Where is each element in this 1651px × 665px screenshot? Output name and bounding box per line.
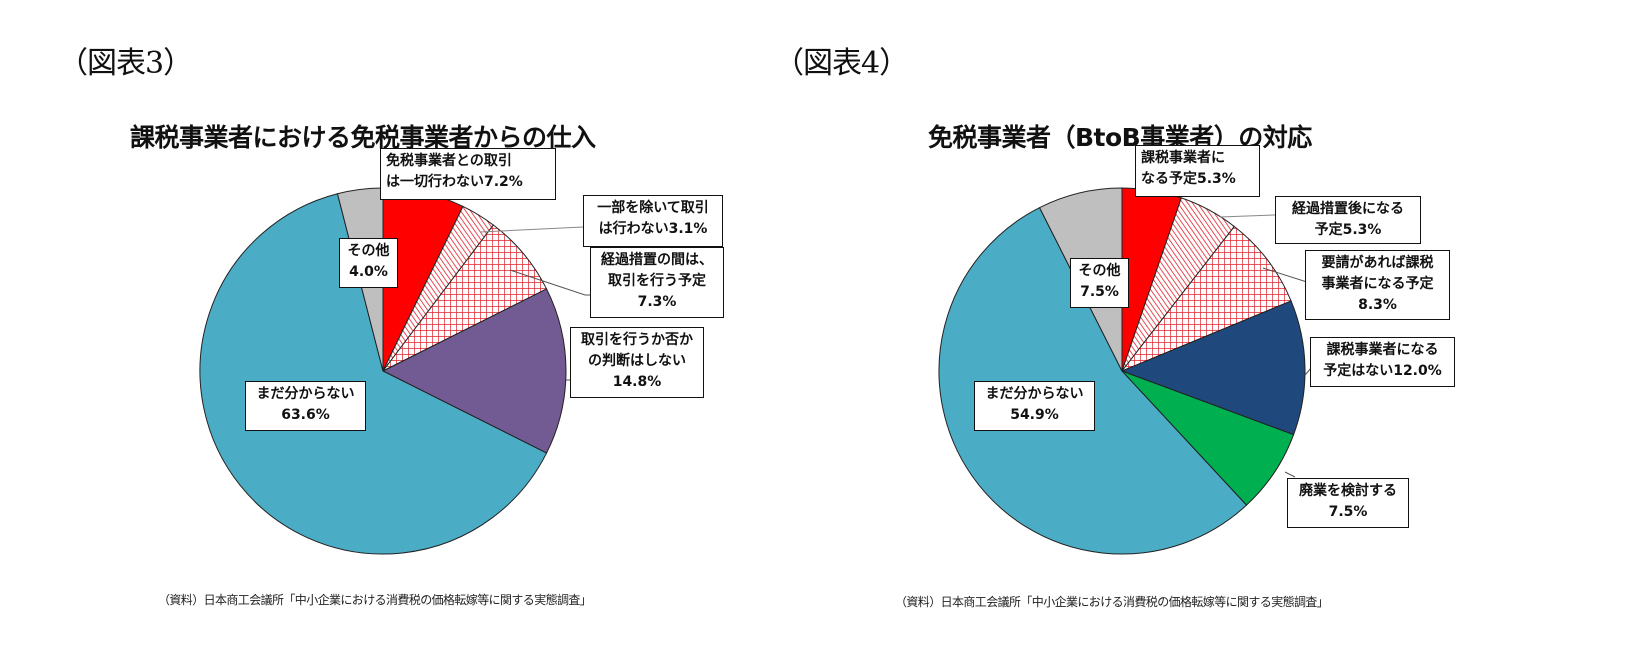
figure-4-label: （図表4） [774, 46, 909, 81]
pie-chart-1 [199, 187, 600, 555]
label-text: 取引を行う予定 [608, 273, 706, 289]
label-text: まだ分からない [985, 386, 1084, 402]
label-text: 課税事業者に [1141, 150, 1225, 166]
label-value: 4.0% [349, 264, 388, 280]
label-value: 予定はない12.0% [1323, 363, 1442, 379]
label-value: 7.5% [1328, 504, 1368, 520]
label-text: 要請があれば課税 [1321, 255, 1434, 271]
chart-2-source: （資料）日本商工会議所「中小企業における消費税の価格転嫁等に関する実態調査」 [895, 595, 1329, 609]
label-text: その他 [1078, 263, 1121, 279]
label-partial-exclusion: 一部を除いて取引 は行わない3.1% [583, 195, 723, 247]
label-no-plan: 課税事業者になる 予定はない12.0% [1310, 337, 1455, 387]
label-text: の判断はしない [588, 353, 686, 369]
label-value: 7.5% [1080, 284, 1119, 300]
label-value: 63.6% [281, 407, 330, 423]
label-no-transactions: 免税事業者との取引 は一切行わない7.2% [380, 148, 556, 200]
label-unknown: まだ分からない 63.6% [245, 381, 366, 431]
label-value: は一切行わない7.2% [386, 174, 523, 190]
label-closure: 廃業を検討する 7.5% [1287, 478, 1409, 528]
label-value: 14.8% [612, 374, 662, 390]
label-unknown: まだ分からない 54.9% [974, 381, 1095, 431]
pie-slice [1120, 300, 1306, 436]
pie-chart-2 [938, 187, 1315, 555]
pie-slice [938, 206, 1248, 555]
pie-slice [1120, 225, 1292, 373]
label-value: 予定5.3% [1314, 222, 1382, 238]
label-become-taxable: 課税事業者に なる予定5.3% [1135, 145, 1260, 197]
label-text: 経過措置後になる [1292, 201, 1404, 217]
label-text: その他 [347, 243, 390, 259]
chart-1-title: 課税事業者における免税事業者からの仕入 [130, 123, 596, 152]
label-no-decision: 取引を行うか否か の判断はしない 14.8% [570, 327, 704, 398]
label-after-transition: 経過措置後になる 予定5.3% [1275, 196, 1421, 244]
pie-slice [381, 288, 567, 454]
label-if-requested: 要請があれば課税 事業者になる予定 8.3% [1305, 250, 1450, 320]
chart-1-source: （資料）日本商工会議所「中小企業における消費税の価格転嫁等に関する実態調査」 [158, 593, 592, 607]
label-value: 7.3% [637, 294, 677, 310]
label-text: 廃業を検討する [1299, 483, 1397, 499]
label-text: 経過措置の間は、 [601, 252, 713, 268]
label-other: その他 7.5% [1070, 258, 1129, 308]
label-text: 取引を行うか否か [581, 332, 693, 348]
label-text: 事業者になる予定 [1321, 276, 1434, 292]
label-text: 一部を除いて取引 [597, 200, 709, 216]
label-transition-period: 経過措置の間は、 取引を行う予定 7.3% [590, 247, 724, 318]
label-value: 54.9% [1010, 407, 1059, 423]
figure-3-label: （図表3） [58, 46, 193, 81]
pie-slice [199, 193, 548, 555]
label-text: まだ分からない [256, 386, 355, 402]
label-value: 8.3% [1358, 297, 1397, 313]
label-value: は行わない3.1% [598, 221, 708, 237]
label-text: 課税事業者になる [1326, 342, 1439, 358]
label-other: その他 4.0% [339, 238, 398, 288]
label-text: 免税事業者との取引 [386, 153, 512, 169]
label-value: なる予定5.3% [1141, 171, 1236, 187]
